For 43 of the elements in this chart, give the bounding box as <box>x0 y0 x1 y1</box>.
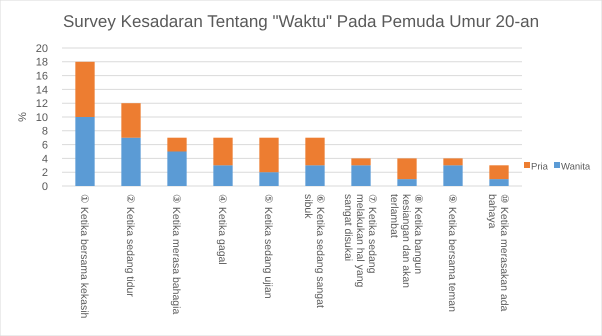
y-tick-label: 14 <box>36 84 48 96</box>
y-tick-label: 10 <box>36 112 48 124</box>
x-tick-label: ③ Ketika merasa bahagia <box>170 194 182 314</box>
bar <box>75 62 95 117</box>
y-tick-label: 0 <box>42 180 48 193</box>
bar <box>305 138 325 166</box>
bar <box>167 152 187 186</box>
bar <box>443 158 463 166</box>
y-tick-label: 12 <box>36 98 48 110</box>
y-tick-label: 16 <box>36 70 48 82</box>
bar <box>213 165 233 186</box>
bar <box>351 158 371 166</box>
bar <box>121 138 141 186</box>
legend-label: Pria <box>531 161 549 172</box>
y-tick-label: 6 <box>42 139 48 152</box>
bar <box>167 138 187 152</box>
y-tick-label: 8 <box>42 126 48 138</box>
bar <box>489 165 509 180</box>
x-tick-label: ⑨ Ketika bersama teman <box>446 194 458 312</box>
chart-title: Survey Kesadaran Tentang "Waktu" Pada Pemuda Umur 20-an <box>62 12 540 31</box>
x-tick-label: ① Ketika bersama kekasih <box>78 194 90 319</box>
x-tick-label: ④ Ketika gagal <box>216 194 228 265</box>
y-tick-label: 20 <box>36 42 48 55</box>
x-tick-label: ⑩ Ketika merasakan ada bahaya <box>486 194 510 312</box>
x-tick-label: ⑥ Ketika sedang sangat sibuk <box>302 194 326 308</box>
legend-label: Wanita <box>561 161 591 172</box>
y-tick-label: 2 <box>42 167 48 180</box>
x-tick-label: ② Ketika sedang tidur <box>124 194 136 298</box>
bar <box>351 165 371 186</box>
y-tick-label: 18 <box>36 56 48 69</box>
bar <box>305 165 325 186</box>
bar <box>75 117 95 186</box>
bar <box>213 138 233 166</box>
bar <box>443 165 463 186</box>
bar <box>259 138 279 172</box>
bar <box>397 158 417 180</box>
bar <box>259 172 279 186</box>
bar <box>489 179 509 186</box>
y-axis-title: % <box>17 112 29 122</box>
bar <box>121 103 141 138</box>
y-tick-label: 4 <box>42 153 48 166</box>
bar <box>397 179 417 186</box>
x-tick-label: ⑤ Ketika sedang ujian <box>262 194 274 299</box>
